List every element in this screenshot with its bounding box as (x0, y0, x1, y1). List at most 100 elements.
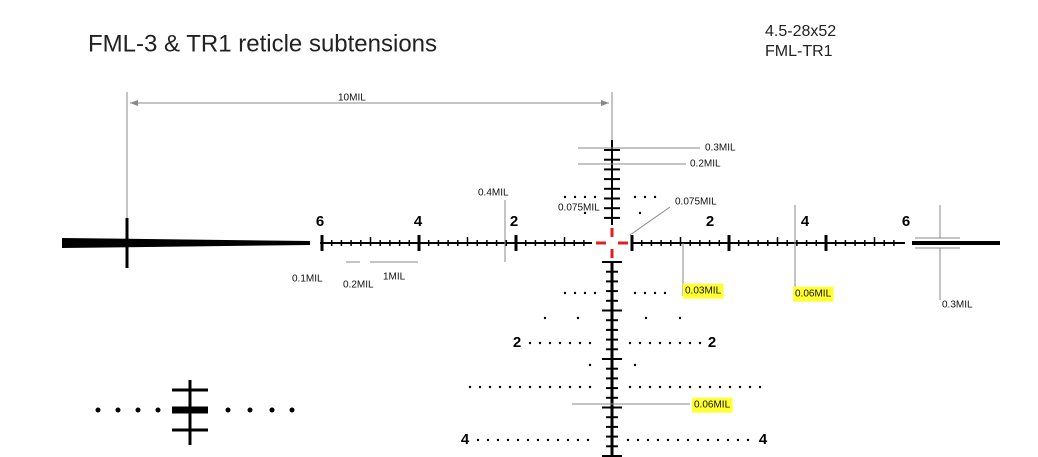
dimension-label: 0.3MIL (942, 300, 973, 311)
model: 4.5-28x52 (765, 23, 836, 40)
scale-number: 2 (510, 213, 518, 230)
dot (638, 385, 642, 389)
dot (738, 385, 742, 389)
dimension-label: 0.1MIL (292, 274, 323, 285)
dot (633, 363, 637, 367)
scale-number: 4 (801, 213, 810, 230)
dimension-label: 0.2MIL (343, 280, 374, 291)
dot (476, 438, 480, 442)
dot (588, 385, 592, 389)
dot (728, 385, 732, 389)
dot (628, 385, 632, 389)
scale-number: 4 (461, 431, 470, 448)
dot (506, 438, 510, 442)
reticle-ticks (95, 149, 895, 457)
dot (686, 438, 690, 442)
dot (225, 407, 231, 413)
dot (528, 341, 532, 345)
dot (653, 195, 657, 199)
dot (546, 438, 550, 442)
dot (135, 407, 141, 413)
dot (496, 438, 500, 442)
highlighted-label: 0.06MIL (694, 400, 731, 411)
dot (633, 195, 637, 199)
dot (478, 385, 482, 389)
dot (578, 341, 582, 345)
dot (558, 385, 562, 389)
dot (698, 385, 702, 389)
dot (583, 291, 587, 295)
dot (578, 385, 582, 389)
dot (566, 438, 570, 442)
dot (633, 291, 637, 295)
dot (486, 438, 490, 442)
dot (746, 438, 750, 442)
dot (576, 316, 580, 320)
dot (628, 341, 632, 345)
scale-number: 2 (706, 213, 714, 230)
dot (269, 407, 275, 413)
dot (658, 385, 662, 389)
dot (558, 341, 562, 345)
dot (648, 385, 652, 389)
scale-number: 2 (513, 334, 521, 351)
highlight (793, 286, 834, 302)
dot (626, 438, 630, 442)
highlighted-label: 0.06MIL (795, 289, 832, 300)
dot (556, 438, 560, 442)
dot (716, 438, 720, 442)
dimension-label: 0.075MIL (675, 197, 717, 208)
dot (508, 385, 512, 389)
dot (748, 385, 752, 389)
dot (155, 407, 161, 413)
dot (115, 407, 121, 413)
reticle-name: FML-TR1 (765, 43, 833, 60)
dot (498, 385, 502, 389)
dot (678, 385, 682, 389)
dot (247, 407, 253, 413)
dot (468, 385, 472, 389)
dot (706, 438, 710, 442)
dimension-label: 10MIL (338, 93, 366, 104)
dot (568, 341, 572, 345)
dot (653, 291, 657, 295)
dot (708, 385, 712, 389)
dimension-label: 1MIL (383, 272, 406, 283)
dimension-label: 0.075MIL (558, 203, 600, 214)
dot (696, 438, 700, 442)
dot (638, 341, 642, 345)
dot (573, 195, 577, 199)
dot (726, 438, 730, 442)
reticle (62, 92, 1000, 457)
dot (688, 385, 692, 389)
dot (518, 385, 522, 389)
dot (583, 195, 587, 199)
dot (538, 385, 542, 389)
dot (548, 341, 552, 345)
title: FML-3 & TR1 reticle subtensions (88, 30, 437, 57)
dot (528, 385, 532, 389)
scale-number: 4 (414, 213, 423, 230)
dot (563, 195, 567, 199)
dot (676, 438, 680, 442)
dot (668, 341, 672, 345)
dot (538, 341, 542, 345)
dot (526, 438, 530, 442)
dot (573, 291, 577, 295)
dot (643, 291, 647, 295)
dot (568, 385, 572, 389)
dot (543, 316, 547, 320)
scale-number: 4 (759, 431, 768, 448)
dot (563, 291, 567, 295)
dot (548, 385, 552, 389)
dot (758, 385, 762, 389)
scale-number: 6 (316, 213, 324, 230)
dimension-label: 0.4MIL (478, 188, 509, 199)
dimension-label: 0.3MIL (705, 143, 736, 154)
dot (536, 438, 540, 442)
dot (678, 341, 682, 345)
highlight (683, 283, 724, 299)
dot (698, 341, 702, 345)
dot (488, 385, 492, 389)
